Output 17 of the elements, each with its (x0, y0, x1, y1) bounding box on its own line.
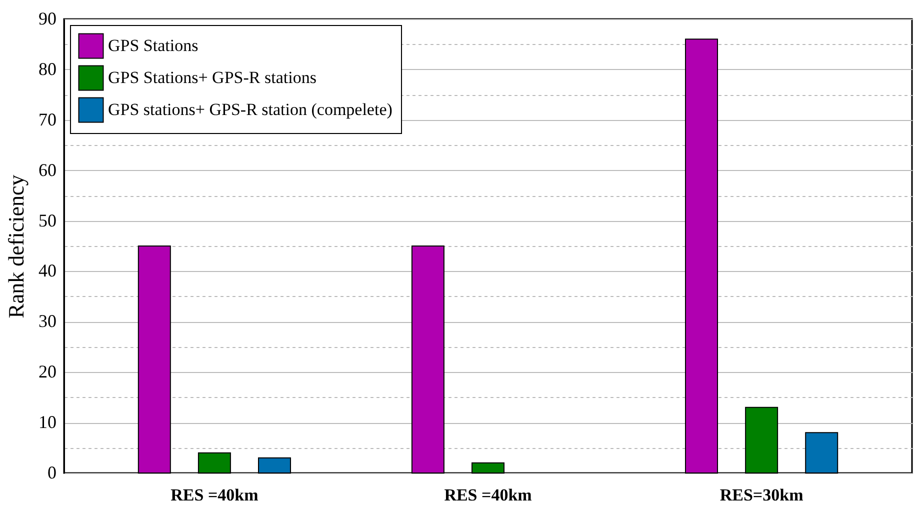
y-tick-label: 60 (38, 160, 56, 180)
x-tick-label: RES =40km (444, 486, 532, 504)
y-tick-label: 20 (38, 362, 56, 382)
x-tick-label: RES =40km (170, 486, 258, 504)
y-tick-label: 0 (48, 462, 56, 482)
legend-label: GPS Stations+ GPS-R stations (108, 68, 316, 87)
legend-label: GPS Stations (108, 36, 198, 55)
y-tick-label: 40 (38, 260, 56, 281)
legend-label: GPS stations+ GPS-R station (compelete) (108, 100, 392, 119)
y-tick-label: 70 (38, 109, 56, 130)
x-tick-label: RES=30km (720, 486, 804, 504)
y-axis-title: Rank deficiency (4, 174, 28, 318)
y-tick-label: 50 (38, 210, 56, 230)
y-tick-label: 10 (38, 412, 56, 432)
y-tick-label: 90 (38, 8, 56, 28)
y-tick-label: 80 (38, 58, 56, 79)
y-tick-label: 30 (38, 311, 56, 332)
